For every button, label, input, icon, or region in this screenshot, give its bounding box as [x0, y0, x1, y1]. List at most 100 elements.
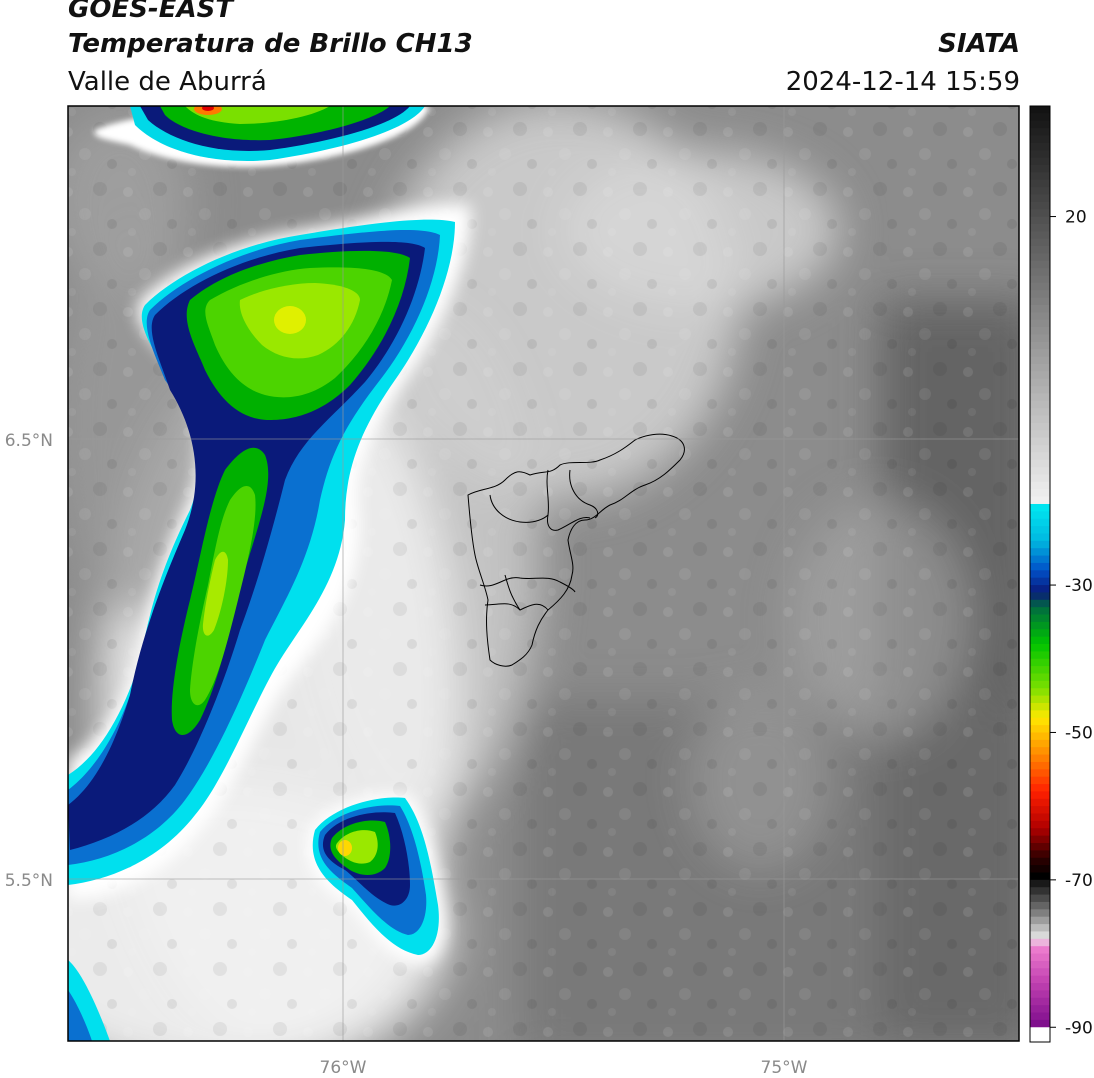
colorbar-segment	[1030, 356, 1050, 365]
colorbar-segment	[1030, 717, 1050, 726]
colorbar-segment	[1030, 238, 1050, 247]
colorbar-segment	[1030, 570, 1050, 579]
colorbar-segment	[1030, 673, 1050, 682]
colorbar-segment	[1030, 695, 1050, 704]
colorbar-segment	[1030, 179, 1050, 188]
colorbar-segment	[1030, 894, 1050, 903]
colorbar-segment	[1030, 599, 1050, 608]
colorbar-segment	[1030, 776, 1050, 785]
colorbar-segment	[1030, 916, 1050, 925]
colorbar-segment	[1030, 106, 1050, 114]
colorbar-segment	[1030, 349, 1050, 358]
colorbar-segment	[1030, 806, 1050, 815]
lat-tick-label-5-5n: 5.5°N	[5, 871, 53, 891]
colorbar-segment	[1030, 282, 1050, 291]
colorbar-segment	[1030, 378, 1050, 387]
colorbar-segment	[1030, 798, 1050, 807]
colorbar-segment	[1030, 887, 1050, 896]
colorbar-segment	[1030, 607, 1050, 616]
colorbar-segment	[1030, 548, 1050, 557]
colorbar-segment	[1030, 857, 1050, 866]
colorbar-segment	[1030, 481, 1050, 490]
colorbar-segment	[1030, 128, 1050, 137]
colorbar-segment	[1030, 872, 1050, 881]
colorbar-segment	[1030, 938, 1050, 947]
colorbar-tick-label: -50	[1065, 723, 1093, 743]
colorbar-segment	[1030, 452, 1050, 461]
colorbar-segment	[1030, 437, 1050, 446]
colorbar-segment	[1030, 275, 1050, 284]
colorbar-segment	[1030, 526, 1050, 535]
colorbar-segment	[1030, 150, 1050, 159]
colorbar-segment	[1030, 297, 1050, 306]
colorbar-segment	[1030, 791, 1050, 800]
colorbar-segment	[1030, 879, 1050, 888]
colorbar-segment	[1030, 201, 1050, 210]
colorbar-tick-label: -30	[1065, 576, 1093, 596]
colorbar-segment	[1030, 319, 1050, 328]
timestamp: 2024-12-14 15:59	[785, 67, 1020, 97]
colorbar-segment	[1030, 562, 1050, 571]
colorbar-segment	[1030, 415, 1050, 424]
colorbar-segment	[1030, 666, 1050, 675]
colorbar-segment	[1030, 1005, 1050, 1014]
colorbar-segment	[1030, 901, 1050, 910]
colorbar-ticks: 20 -30 -50 -70 -90	[1050, 208, 1093, 1038]
colorbar-segment	[1030, 327, 1050, 336]
colorbar-segment	[1030, 983, 1050, 992]
colorbar-segment	[1030, 688, 1050, 697]
colorbar-segment	[1030, 363, 1050, 372]
colorbar-segment	[1030, 850, 1050, 859]
colorbar-segment	[1030, 835, 1050, 844]
colorbar-segment	[1030, 120, 1050, 129]
colorbar-segment	[1030, 371, 1050, 380]
colorbar-segment	[1030, 157, 1050, 166]
lat-tick-label-6-5n: 6.5°N	[5, 431, 53, 451]
colorbar-segment	[1030, 194, 1050, 203]
colorbar-segment	[1030, 585, 1050, 594]
colorbar-segment	[1030, 467, 1050, 476]
cloud-top-north	[94, 106, 430, 168]
colorbar-segment	[1030, 865, 1050, 874]
colorbar-segment	[1030, 629, 1050, 638]
colorbar-segment	[1030, 953, 1050, 962]
colorbar-segment	[1030, 540, 1050, 549]
colorbar-segment	[1030, 577, 1050, 586]
colorbar-segment	[1030, 725, 1050, 734]
colorbar-segment	[1030, 732, 1050, 741]
colorbar-segment	[1030, 555, 1050, 564]
colorbar-segment	[1030, 592, 1050, 601]
colorbar-segment	[1030, 135, 1050, 144]
colorbar-segment	[1030, 828, 1050, 837]
colorbar-segment	[1030, 997, 1050, 1006]
lon-tick-label-75w: 75°W	[761, 1058, 808, 1078]
colorbar-segment	[1030, 747, 1050, 756]
colorbar-segment	[1030, 909, 1050, 918]
colorbar-segment	[1030, 474, 1050, 483]
colorbar-segment	[1030, 843, 1050, 851]
colorbar-segment	[1030, 1027, 1050, 1036]
colorbar-segment	[1030, 1034, 1050, 1043]
colorbar-segment	[1030, 820, 1050, 829]
graticule	[68, 106, 1019, 1041]
colorbar-segment	[1030, 223, 1050, 232]
colorbar-segment	[1030, 253, 1050, 262]
colorbar: 20 -30 -50 -70 -90	[1029, 105, 1093, 1043]
colorbar-segment	[1030, 164, 1050, 173]
colorbar-segment	[1030, 172, 1050, 181]
colorbar-segment	[1030, 496, 1050, 505]
map-title: GOES-EAST	[68, 0, 234, 24]
colorbar-segment	[1030, 621, 1050, 630]
colorbar-segment	[1030, 209, 1050, 218]
colorbar-segment	[1030, 990, 1050, 999]
map-region: Valle de Aburrá	[68, 67, 267, 97]
colorbar-segment	[1030, 503, 1050, 512]
organization-label: SIATA	[938, 29, 1020, 59]
colorbar-segment	[1030, 231, 1050, 240]
colorbar-segment	[1030, 658, 1050, 667]
colorbar-segment	[1030, 386, 1050, 395]
colorbar-segment	[1030, 518, 1050, 527]
colorbar-segment	[1030, 644, 1050, 652]
colorbar-segment	[1030, 341, 1050, 350]
